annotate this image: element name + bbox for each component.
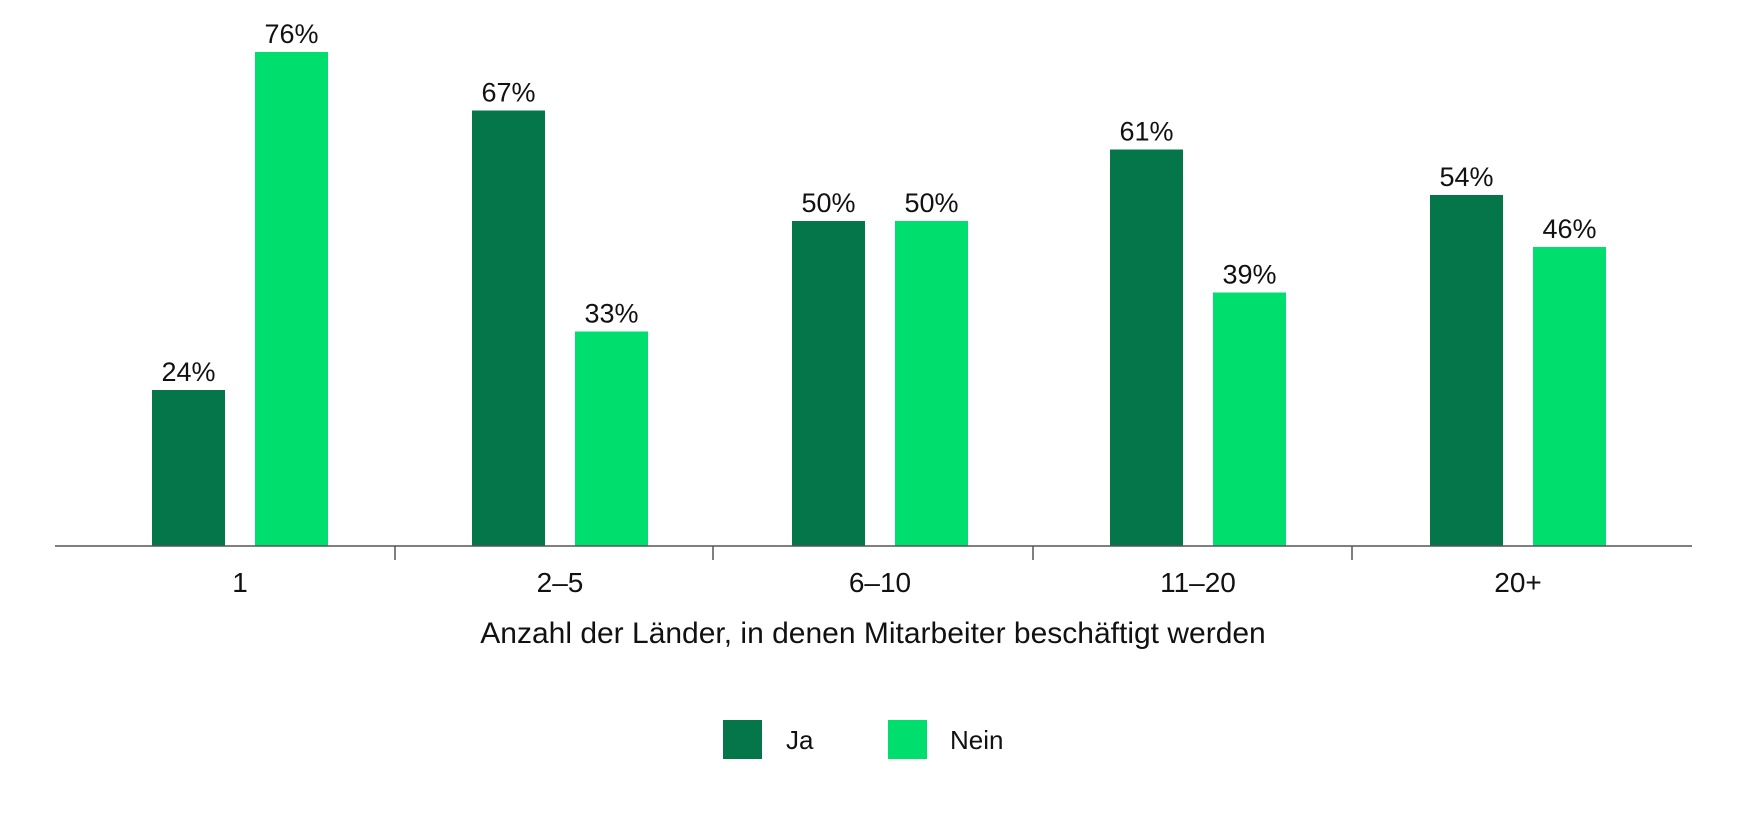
- value-label-ja-2: 67%: [481, 78, 535, 108]
- value-label-nein-4: 39%: [1222, 260, 1276, 290]
- x-tick-label-3: 6–10: [849, 567, 911, 598]
- x-tick-label-2: 2–5: [537, 567, 584, 598]
- bar-nein-1: [255, 52, 328, 546]
- x-tick-label-5: 20+: [1494, 567, 1542, 598]
- x-tick-label-1: 1: [232, 567, 248, 598]
- value-label-ja-4: 61%: [1119, 117, 1173, 147]
- x-axis: [55, 545, 1692, 560]
- value-labels-layer: 24% 76% 67% 33% 50% 50% 61% 39% 54% 46%: [161, 19, 1596, 387]
- bar-nein-4: [1213, 292, 1286, 546]
- value-label-nein-1: 76%: [264, 19, 318, 49]
- bar-nein-3: [895, 221, 968, 546]
- legend: Ja Nein: [723, 720, 1003, 759]
- bar-ja-3: [792, 221, 865, 546]
- bar-nein-2: [575, 331, 648, 546]
- bar-ja-1: [152, 390, 225, 546]
- value-label-nein-2: 33%: [584, 299, 638, 329]
- value-label-ja-1: 24%: [161, 357, 215, 387]
- bars-layer: [152, 52, 1606, 546]
- value-label-ja-3: 50%: [801, 188, 855, 218]
- x-axis-title: Anzahl der Länder, in denen Mitarbeiter …: [480, 617, 1266, 650]
- bar-ja-5: [1430, 195, 1503, 546]
- value-label-ja-5: 54%: [1439, 162, 1493, 192]
- legend-swatch-ja: [723, 720, 762, 759]
- bar-ja-4: [1110, 149, 1183, 546]
- legend-swatch-nein: [888, 720, 927, 759]
- x-tick-labels: 1 2–5 6–10 11–20 20+: [232, 567, 1542, 598]
- value-label-nein-5: 46%: [1542, 214, 1596, 244]
- value-label-nein-3: 50%: [904, 188, 958, 218]
- legend-label-ja: Ja: [786, 725, 814, 755]
- bar-ja-2: [472, 110, 545, 546]
- x-tick-label-4: 11–20: [1160, 567, 1236, 598]
- bar-nein-5: [1533, 247, 1606, 546]
- legend-label-nein: Nein: [950, 725, 1003, 755]
